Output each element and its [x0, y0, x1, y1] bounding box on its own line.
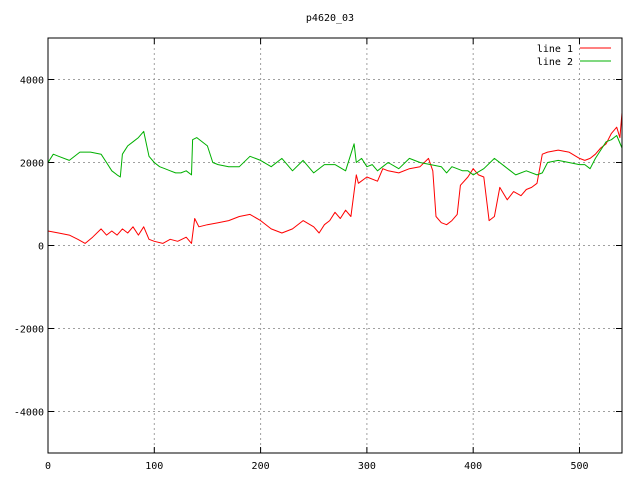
chart-title: p4620_03 [306, 13, 354, 24]
legend: line 1 line 2 [537, 44, 611, 68]
y-tick-label: 4000 [20, 76, 44, 87]
x-tick-label: 0 [45, 461, 51, 472]
y-tick-label: -4000 [14, 408, 44, 419]
legend-label: line 2 [537, 57, 573, 68]
legend-label: line 1 [537, 44, 573, 55]
x-tick-label: 200 [252, 461, 270, 472]
plot-frame [47, 37, 623, 454]
x-tick-label: 300 [358, 461, 376, 472]
y-tick-label: 2000 [20, 159, 44, 170]
axis-ticks: 0 100 200 300 400 500 -4000 -2000 0 2000 4000 [14, 38, 622, 472]
series-line-2 [47, 130, 623, 178]
series-line-1 [47, 112, 623, 244]
x-tick-label: 400 [464, 461, 482, 472]
x-tick-label: 100 [145, 461, 163, 472]
y-tick-label: 0 [38, 242, 44, 253]
grid [48, 38, 622, 453]
x-tick-label: 500 [570, 461, 588, 472]
series-lines [47, 112, 623, 244]
y-tick-label: -2000 [14, 325, 44, 336]
